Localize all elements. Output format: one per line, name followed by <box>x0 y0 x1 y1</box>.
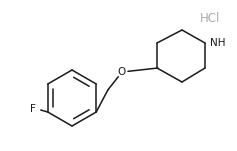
Text: NH: NH <box>210 38 225 48</box>
Text: HCl: HCl <box>200 11 220 24</box>
Text: F: F <box>30 104 36 114</box>
Text: O: O <box>118 67 126 77</box>
